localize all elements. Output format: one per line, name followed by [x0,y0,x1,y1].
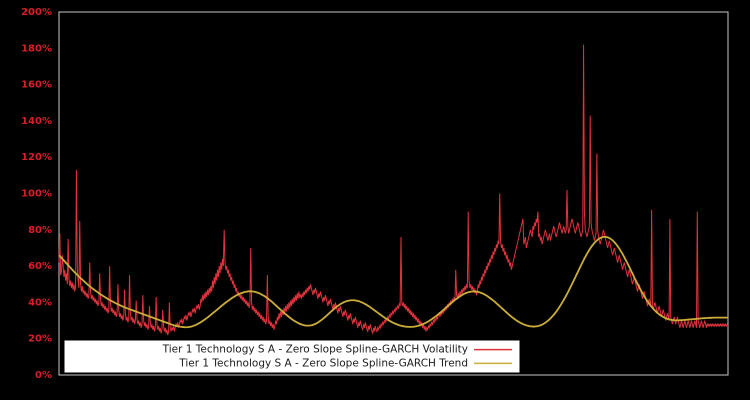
legend-entry-label: Tier 1 Technology S A - Zero Slope Splin… [162,344,468,356]
y-axis-tick-label: 80% [28,225,52,236]
y-axis-tick-label: 60% [28,261,52,272]
series-layer [58,44,729,336]
y-axis-tick-label: 40% [28,297,52,308]
chart-legend[interactable]: Tier 1 Technology S A - Zero Slope Splin… [63,339,521,374]
legend-box [63,339,521,374]
y-axis-tick-label: 140% [21,116,52,127]
series-trend-line [58,235,728,329]
series-volatility-line [58,44,729,336]
y-axis-tick-label: 160% [21,80,52,91]
y-axis-tick-label: 200% [21,7,52,18]
y-axis: 0% 20% 40% 60% 80% 100% 120% 140% 160% 180% 200% [21,7,52,381]
y-axis-tick-label: 0% [35,370,52,381]
y-axis-tick-label: 100% [21,189,52,200]
plot-area-frame [58,11,729,376]
y-axis-tick-label: 20% [28,334,52,345]
y-axis-tick-label: 180% [21,43,52,54]
legend-entry-label: Tier 1 Technology S A - Zero Slope Splin… [178,357,468,369]
y-axis-tick-label: 120% [21,152,52,163]
